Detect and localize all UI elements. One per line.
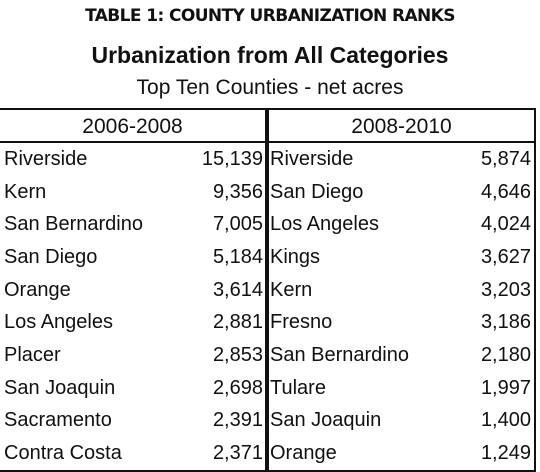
table-subtitle: Top Ten Counties - net acres [136, 76, 404, 99]
net-acres: 1,997 [480, 376, 531, 399]
table-row: Placer 2,853 [0, 339, 265, 372]
table-row: Orange 1,249 [269, 437, 534, 470]
net-acres: 2,698 [212, 376, 263, 399]
net-acres: 7,005 [212, 213, 263, 236]
county-name: San Diego [270, 180, 364, 203]
table-row: San Bernardino 2,180 [269, 339, 534, 372]
table-label: TABLE 1: COUNTY URBANIZATION RANKS [85, 6, 455, 26]
table-row: Contra Costa 2,371 [0, 437, 265, 470]
column-divider [265, 110, 269, 470]
table-row: Riverside 5,874 [269, 143, 534, 176]
county-name: Kern [270, 278, 313, 301]
table-row: San Diego 4,646 [269, 176, 534, 209]
county-name: Kern [4, 180, 47, 203]
county-name: San Joaquin [270, 409, 382, 432]
net-acres: 4,024 [480, 213, 531, 236]
net-acres: 3,627 [480, 245, 531, 268]
table-row: Tulare 1,997 [269, 372, 534, 405]
period-heading-2006-2008: 2006-2008 [82, 115, 183, 138]
county-name: Los Angeles [270, 213, 379, 236]
net-acres: 1,400 [480, 409, 531, 432]
table-row: San Joaquin 1,400 [269, 405, 534, 438]
period-rows-2008-2010: Riverside 5,874 San Diego 4,646 Los Angele… [269, 143, 534, 470]
county-name: San Joaquin [4, 376, 116, 399]
net-acres: 3,186 [480, 311, 531, 334]
table-title: Urbanization from All Categories [91, 42, 449, 68]
net-acres: 2,853 [212, 343, 263, 366]
net-acres: 3,203 [480, 278, 531, 301]
county-name: Sacramento [4, 409, 112, 432]
table-row: Kings 3,627 [269, 241, 534, 274]
net-acres: 5,184 [212, 245, 263, 268]
county-name: Riverside [4, 147, 88, 170]
table-row: Orange 3,614 [0, 274, 265, 307]
county-name: Placer [4, 343, 61, 366]
net-acres: 4,646 [480, 180, 531, 203]
county-name: San Diego [4, 245, 98, 268]
county-name: Tulare [270, 376, 326, 399]
table-row: Riverside 15,139 [0, 143, 265, 176]
net-acres: 2,371 [212, 442, 263, 465]
ranks-table: 2006-2008 2008-2010 Riverside 15,139 Kern… [0, 108, 536, 472]
county-name: Los Angeles [4, 311, 113, 334]
county-name: Riverside [270, 147, 354, 170]
county-name: Orange [270, 442, 337, 465]
net-acres: 2,881 [212, 311, 263, 334]
table-row: Los Angeles 4,024 [269, 208, 534, 241]
table-row: Kern 9,356 [0, 176, 265, 209]
table-row: San Diego 5,184 [0, 241, 265, 274]
table-row: Kern 3,203 [269, 274, 534, 307]
net-acres: 15,139 [201, 147, 263, 170]
net-acres: 1,249 [480, 442, 531, 465]
county-name: San Bernardino [4, 213, 143, 236]
table-row: San Bernardino 7,005 [0, 208, 265, 241]
table-row: Fresno 3,186 [269, 306, 534, 339]
county-name: Orange [4, 278, 71, 301]
net-acres: 9,356 [212, 180, 263, 203]
period-heading-2008-2010: 2008-2010 [351, 115, 452, 138]
table-row: San Joaquin 2,698 [0, 372, 265, 405]
table-row: Sacramento 2,391 [0, 405, 265, 438]
county-name: Contra Costa [4, 442, 122, 465]
county-name: San Bernardino [270, 343, 409, 366]
net-acres: 2,391 [212, 409, 263, 432]
table-row: Los Angeles 2,881 [0, 306, 265, 339]
county-name: Kings [270, 245, 321, 268]
county-name: Fresno [270, 311, 333, 334]
period-rows-2006-2008: Riverside 15,139 Kern 9,356 San Bernardino… [0, 143, 265, 470]
net-acres: 3,614 [212, 278, 263, 301]
net-acres: 2,180 [480, 343, 531, 366]
net-acres: 5,874 [480, 147, 531, 170]
